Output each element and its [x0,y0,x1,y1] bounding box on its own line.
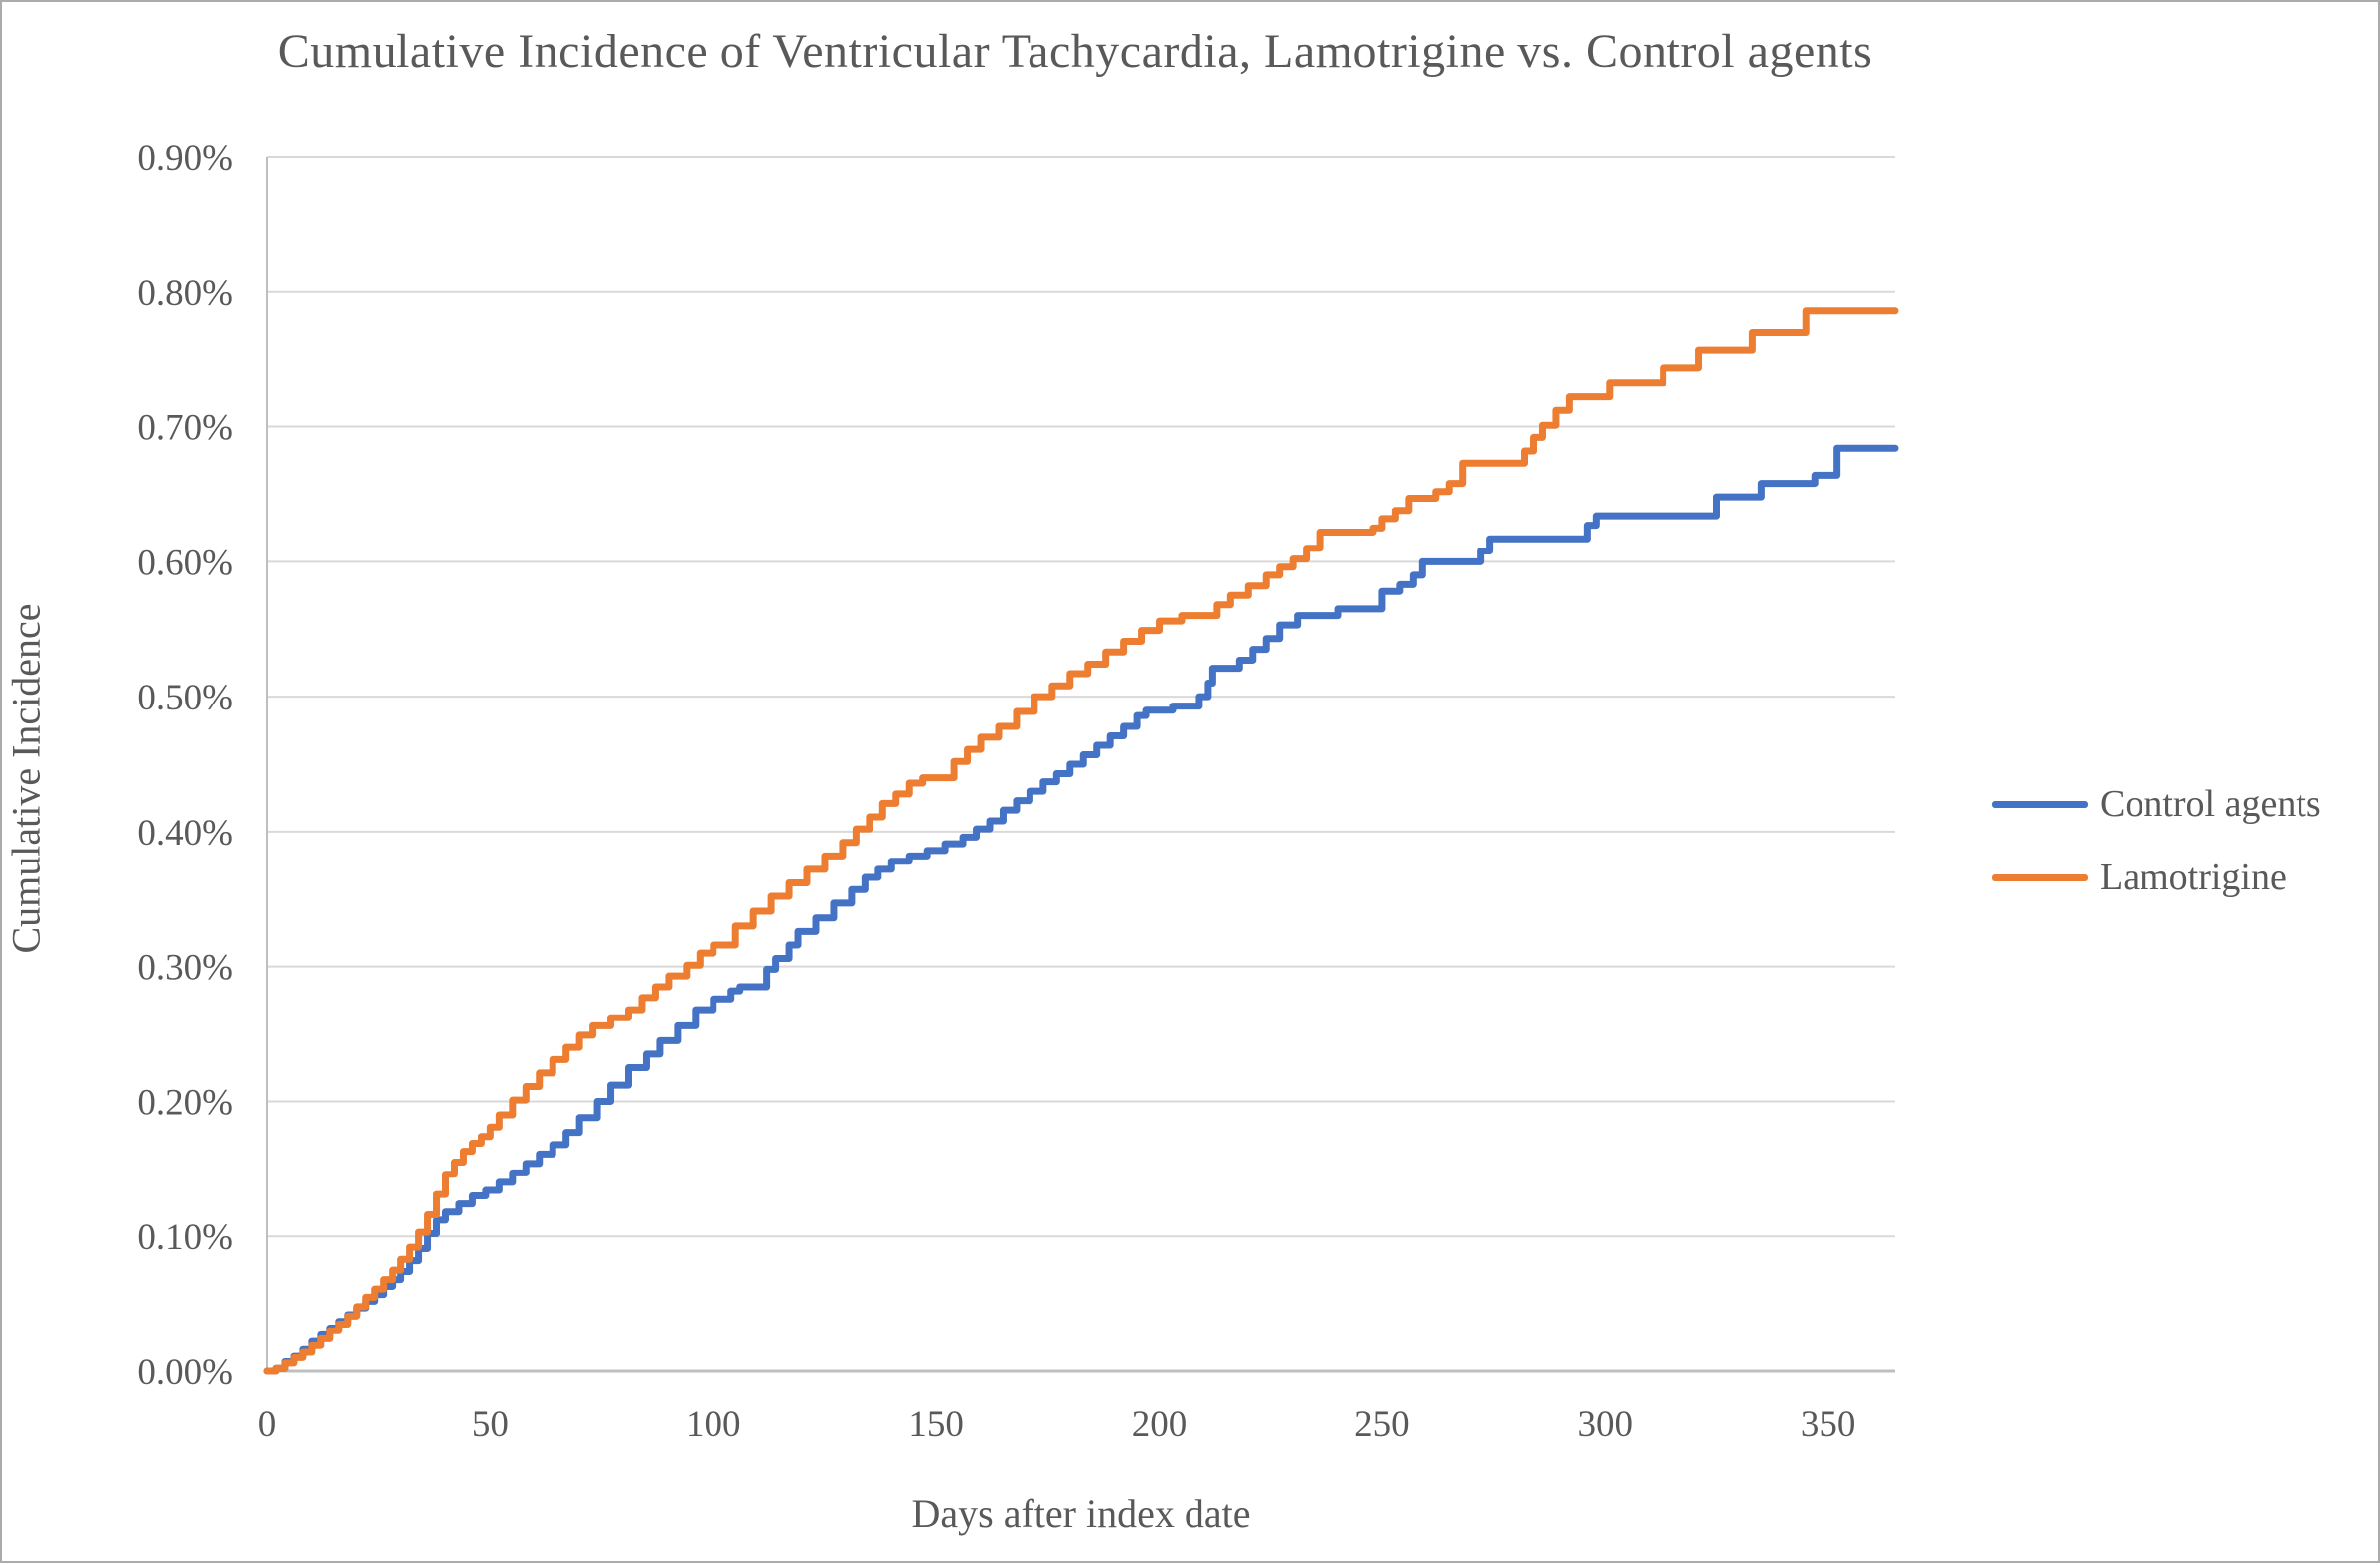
y-tick-label: 0.00% [137,1352,233,1393]
y-tick-label: 0.10% [137,1217,233,1258]
legend: Control agents Lamotrigine [1992,767,2321,914]
x-axis-title: Days after index date [911,1491,1251,1536]
legend-label-lamotrigine: Lamotrigine [2100,857,2287,898]
x-tick-label: 0 [258,1404,277,1445]
y-tick-label: 0.40% [137,813,233,854]
legend-label-control-agents: Control agents [2100,783,2321,825]
x-tick-label: 200 [1132,1404,1188,1445]
x-tick-label: 50 [472,1404,509,1445]
x-tick-label: 350 [1801,1404,1856,1445]
y-tick-label: 0.70% [137,408,233,449]
y-tick-label: 0.80% [137,273,233,314]
x-tick-label: 300 [1578,1404,1634,1445]
y-tick-label: 0.90% [137,138,233,179]
y-tick-label: 0.30% [137,948,233,989]
x-tick-label: 250 [1354,1404,1410,1445]
y-tick-label: 0.60% [137,543,233,583]
x-tick-label: 150 [908,1404,964,1445]
legend-entry-lamotrigine: Lamotrigine [1992,841,2321,914]
control-agents-line-swatch [1992,800,2088,808]
y-tick-label: 0.20% [137,1082,233,1123]
y-tick-label: 0.50% [137,678,233,718]
control-agents-series-line [263,444,1899,1375]
lamotrigine-line-swatch [1992,873,2088,881]
chart-title: Cumulative Incidence of Ventricular Tach… [277,25,1873,78]
x-tick-label: 100 [686,1404,741,1445]
legend-entry-control-agents: Control agents [1992,767,2321,841]
lamotrigine-series-line [263,307,1899,1375]
